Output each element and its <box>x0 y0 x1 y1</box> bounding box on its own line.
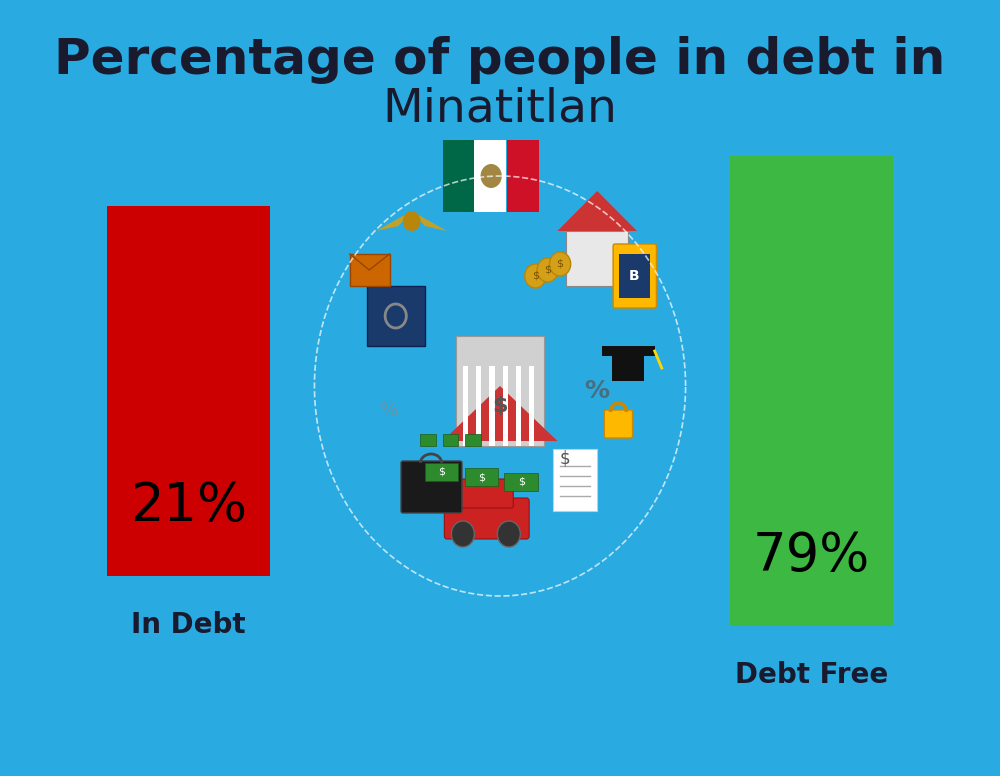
FancyBboxPatch shape <box>474 140 506 212</box>
Text: 79%: 79% <box>753 530 870 582</box>
FancyBboxPatch shape <box>503 366 508 446</box>
Text: In Debt: In Debt <box>131 611 246 639</box>
Text: $: $ <box>492 396 508 416</box>
Text: Debt Free: Debt Free <box>735 661 888 689</box>
Circle shape <box>537 258 558 282</box>
FancyBboxPatch shape <box>465 468 498 486</box>
Text: $: $ <box>560 449 571 467</box>
Polygon shape <box>412 211 447 231</box>
FancyBboxPatch shape <box>456 336 544 446</box>
FancyBboxPatch shape <box>566 231 628 286</box>
FancyBboxPatch shape <box>444 498 529 539</box>
Text: $: $ <box>438 467 445 477</box>
FancyBboxPatch shape <box>489 366 495 446</box>
Text: B: B <box>629 269 640 283</box>
FancyBboxPatch shape <box>443 434 458 446</box>
Circle shape <box>525 264 546 288</box>
Text: 21%: 21% <box>130 480 247 532</box>
FancyBboxPatch shape <box>367 286 425 346</box>
FancyBboxPatch shape <box>529 366 534 446</box>
FancyBboxPatch shape <box>619 254 650 298</box>
Circle shape <box>451 521 474 547</box>
Text: %: % <box>585 379 610 403</box>
Text: $: $ <box>532 271 539 281</box>
FancyBboxPatch shape <box>604 410 633 438</box>
FancyBboxPatch shape <box>465 434 481 446</box>
Text: $: $ <box>518 477 525 487</box>
Polygon shape <box>376 211 412 231</box>
Text: $: $ <box>478 472 485 482</box>
FancyBboxPatch shape <box>425 463 458 481</box>
Text: Minatitlan: Minatitlan <box>383 86 617 131</box>
FancyBboxPatch shape <box>350 254 390 286</box>
Polygon shape <box>557 191 637 231</box>
FancyBboxPatch shape <box>553 449 597 511</box>
Text: %: % <box>380 401 399 421</box>
Text: Percentage of people in debt in: Percentage of people in debt in <box>54 36 946 84</box>
Circle shape <box>549 252 571 276</box>
Text: $: $ <box>557 259 564 269</box>
FancyBboxPatch shape <box>612 353 644 381</box>
FancyBboxPatch shape <box>602 346 655 356</box>
FancyBboxPatch shape <box>463 366 468 446</box>
Polygon shape <box>443 386 557 441</box>
FancyBboxPatch shape <box>476 366 481 446</box>
Circle shape <box>403 211 420 231</box>
FancyBboxPatch shape <box>107 206 270 576</box>
FancyBboxPatch shape <box>516 366 521 446</box>
FancyBboxPatch shape <box>730 156 893 626</box>
FancyBboxPatch shape <box>613 244 656 308</box>
Circle shape <box>497 521 520 547</box>
Circle shape <box>481 164 502 188</box>
Text: $: $ <box>544 265 551 275</box>
FancyBboxPatch shape <box>420 434 436 446</box>
FancyBboxPatch shape <box>458 479 513 508</box>
FancyBboxPatch shape <box>401 461 462 513</box>
FancyBboxPatch shape <box>507 140 539 212</box>
FancyBboxPatch shape <box>504 473 538 491</box>
FancyBboxPatch shape <box>443 140 474 212</box>
